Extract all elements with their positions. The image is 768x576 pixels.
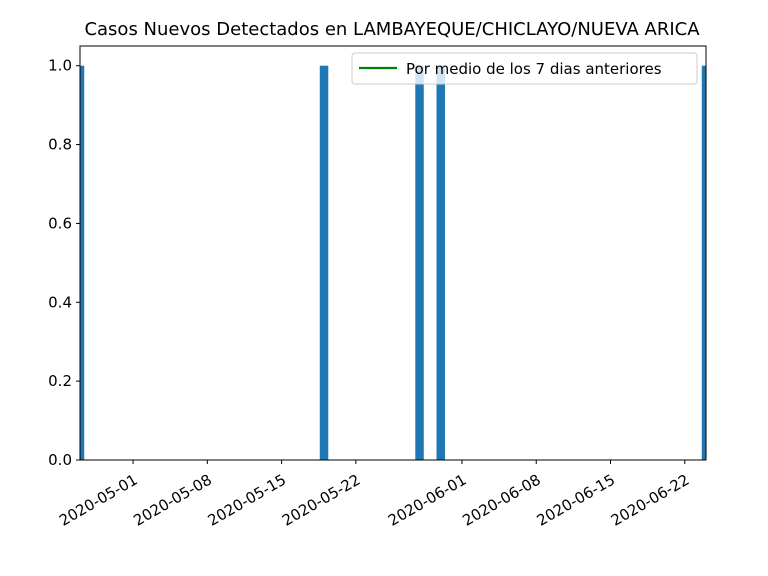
y-tick-label: 0.4 (48, 293, 72, 311)
y-tick-label: 1.0 (48, 57, 72, 75)
bar (319, 65, 329, 460)
legend: Por medio de los 7 dias anteriores (351, 52, 698, 85)
x-tick-label: 2020-05-08 (130, 471, 215, 530)
y-tick-label: 0.8 (48, 136, 72, 154)
legend-box (351, 52, 698, 85)
bars-layer (80, 65, 706, 460)
y-tick-label: 0.2 (48, 372, 72, 390)
x-tick-label: 2020-05-01 (56, 471, 141, 530)
bar (415, 65, 424, 460)
x-tick-label: 2020-05-22 (279, 471, 364, 530)
x-tick-label: 2020-06-22 (608, 471, 693, 530)
chart-title: Casos Nuevos Detectados en LAMBAYEQUE/CH… (84, 19, 700, 40)
x-tick-label: 2020-06-01 (385, 471, 470, 530)
x-axis: 2020-05-012020-05-082020-05-152020-05-22… (56, 460, 692, 530)
y-tick-label: 0.6 (48, 214, 72, 232)
legend-label: Por medio de los 7 dias anteriores (406, 60, 662, 78)
y-tick-label: 0.0 (48, 451, 72, 469)
bar (436, 65, 445, 460)
x-tick-label: 2020-06-08 (459, 471, 544, 530)
bar (80, 65, 85, 460)
y-axis: 0.0 0.2 0.4 0.6 0.8 1.0 (48, 57, 80, 469)
plot-frame (79, 45, 707, 461)
bar (701, 65, 706, 460)
x-tick-label: 2020-05-15 (205, 471, 290, 530)
x-tick-label: 2020-06-15 (534, 471, 619, 530)
